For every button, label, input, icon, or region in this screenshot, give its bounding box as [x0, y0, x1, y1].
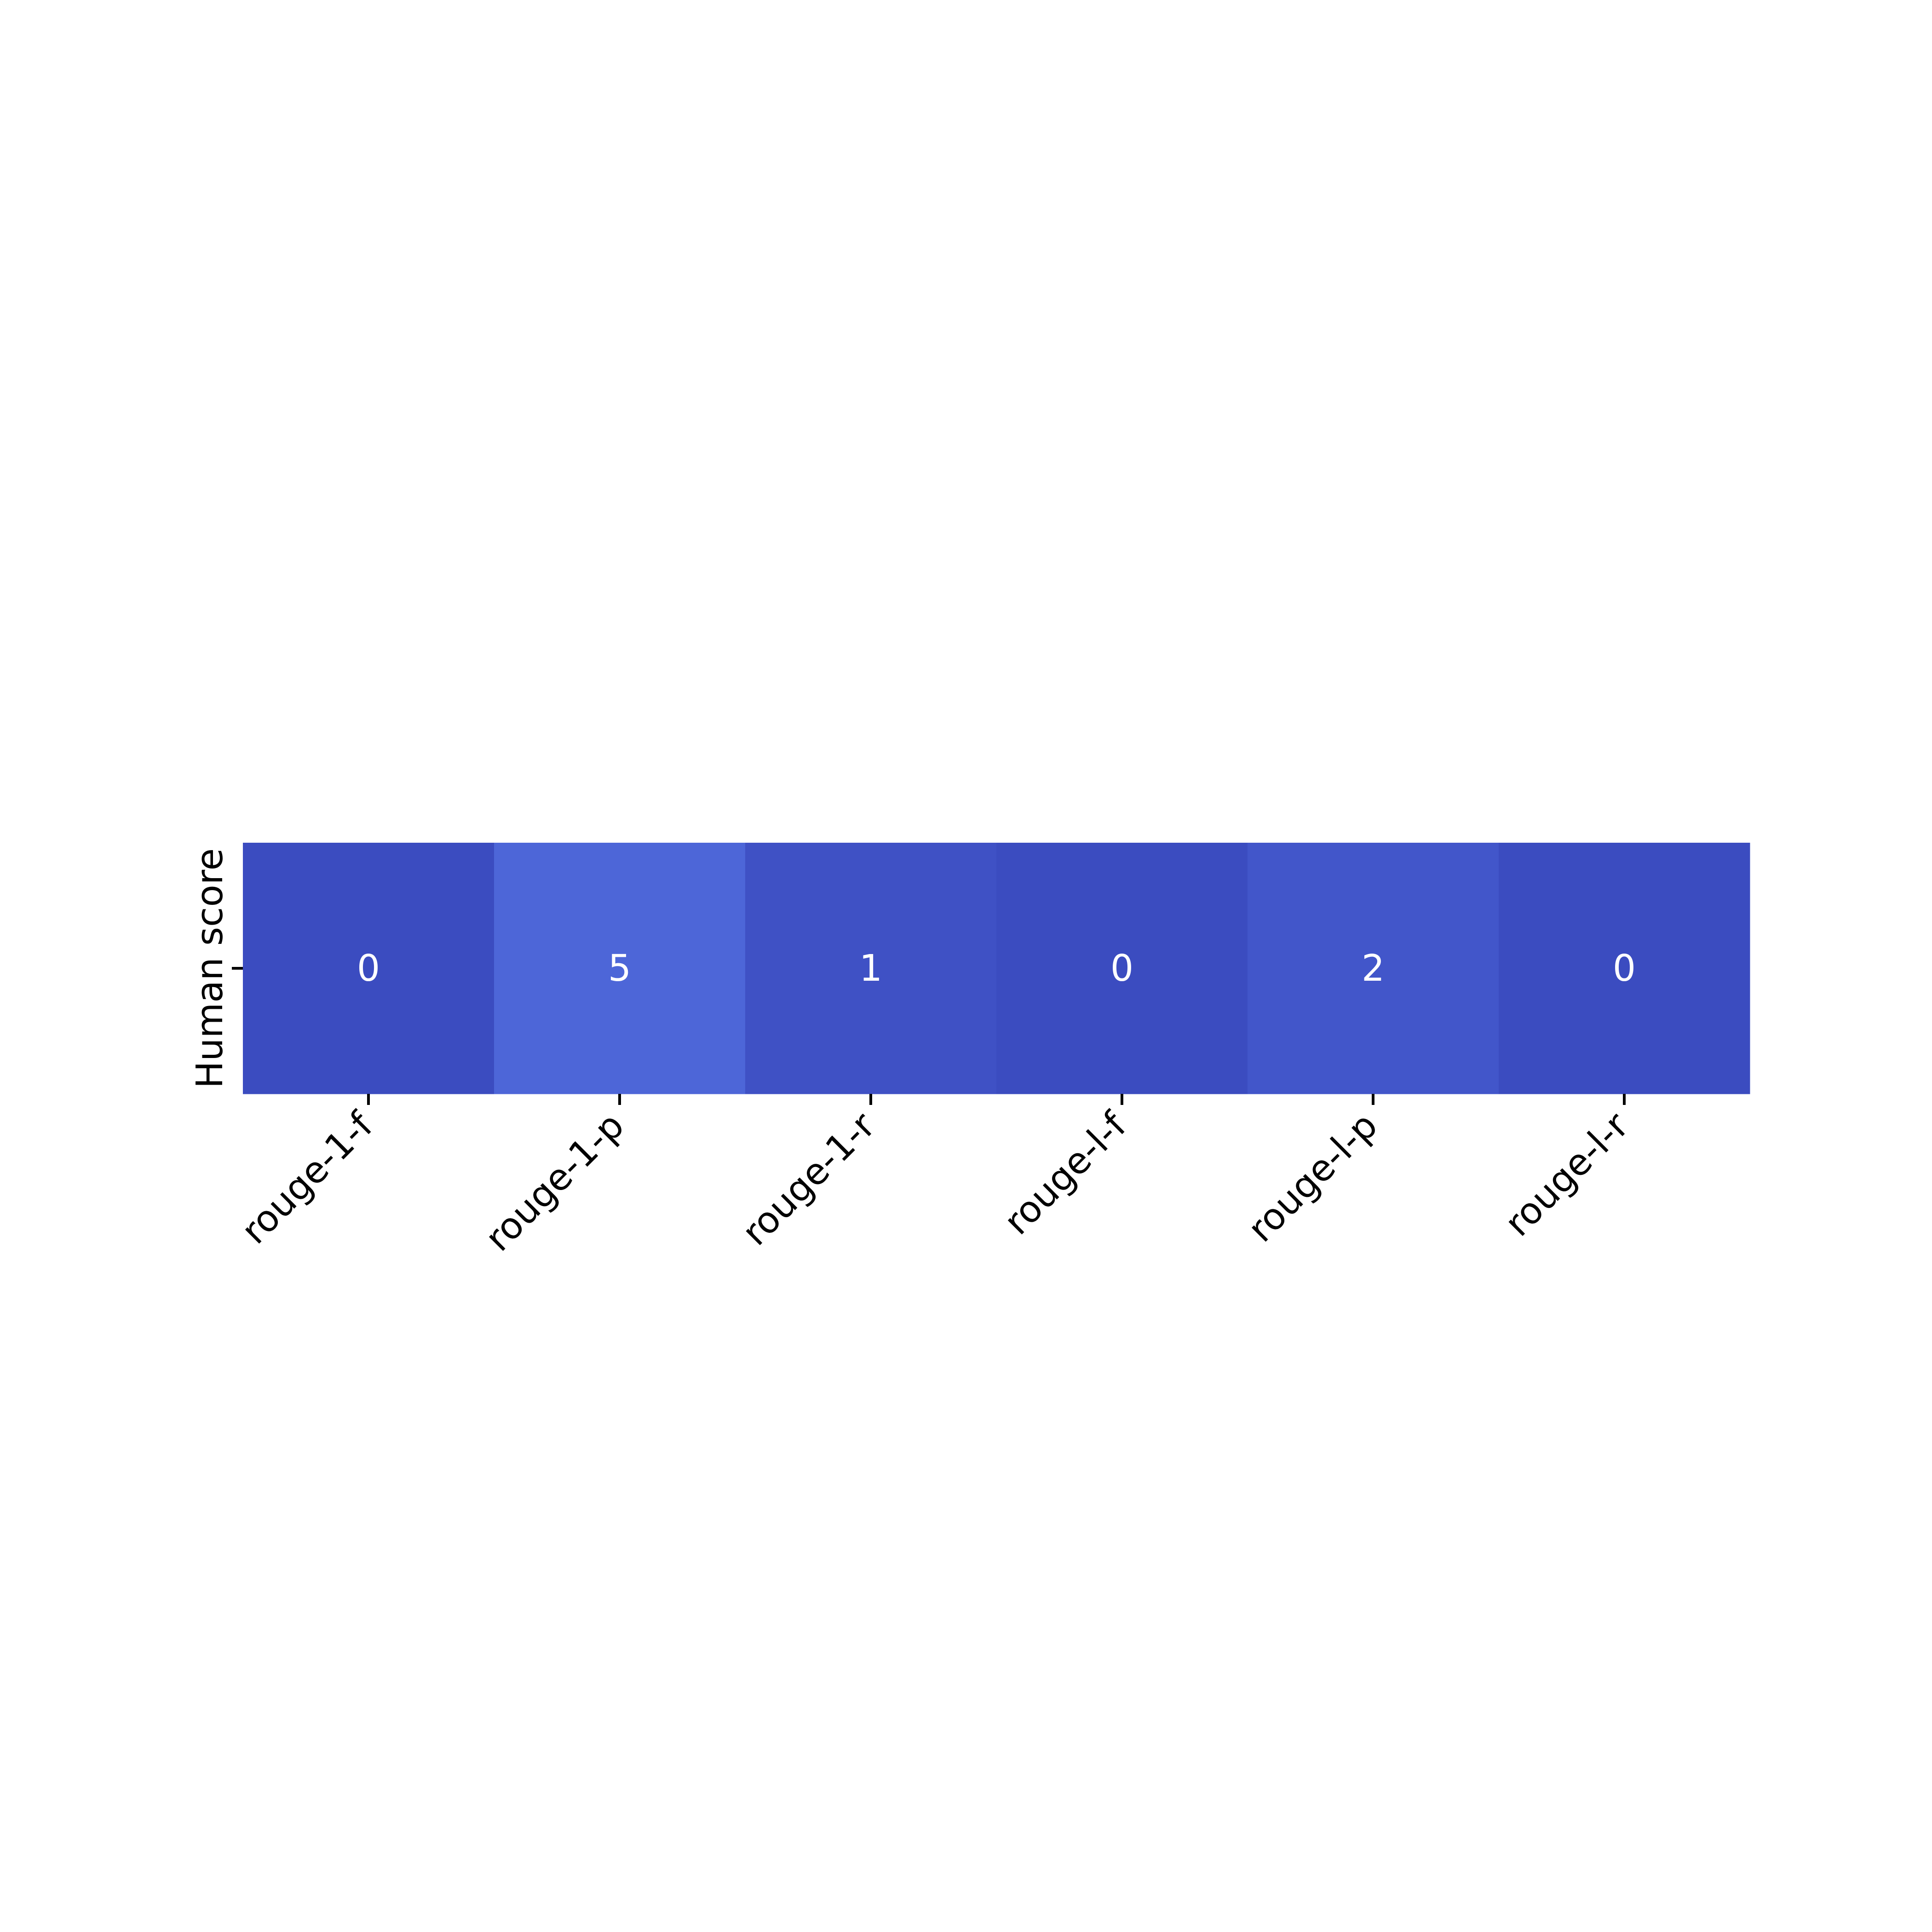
cell-value-rouge-l-p: 2	[1362, 947, 1385, 989]
heatmap-cells	[243, 843, 1750, 1094]
y-tick-label-0: Human score	[189, 848, 231, 1088]
y-axis: Human score	[189, 848, 243, 1088]
heatmap-cell-rouge-l-r	[1499, 843, 1750, 1094]
heatmap-cell-rouge-l-f	[996, 843, 1248, 1094]
heatmap-cell-rouge-1-p	[494, 843, 746, 1094]
cell-value-rouge-1-r: 1	[859, 947, 882, 989]
cell-value-rouge-l-r: 0	[1613, 947, 1636, 989]
cell-value-rouge-l-f: 0	[1110, 947, 1133, 989]
cell-value-rouge-1-f: 0	[357, 947, 380, 989]
heatmap-cell-rouge-l-p	[1248, 843, 1499, 1094]
heatmap-cell-rouge-1-f	[243, 843, 494, 1094]
cell-value-rouge-1-p: 5	[608, 947, 631, 989]
heatmap-cell-rouge-1-r	[745, 843, 997, 1094]
